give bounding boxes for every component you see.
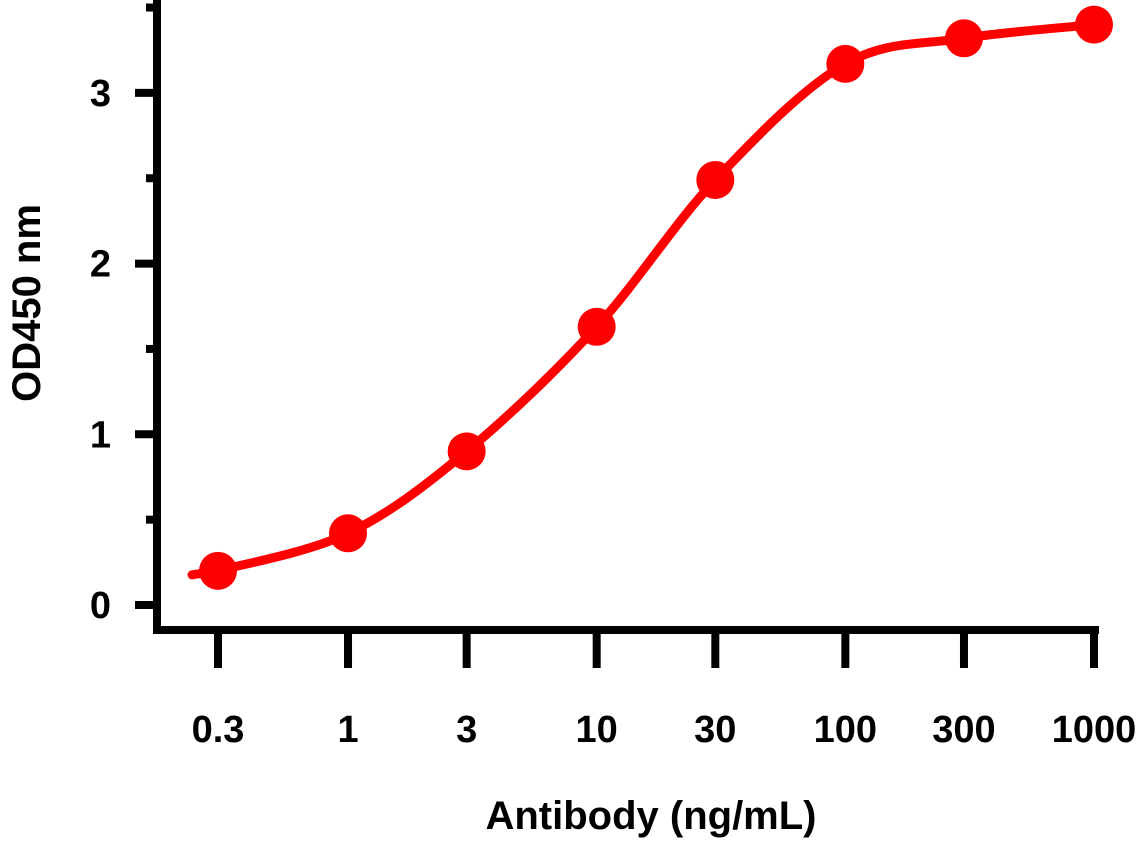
x-tick-label: 0.3 <box>192 709 245 751</box>
x-tick-label: 100 <box>814 709 877 751</box>
x-tick-label: 1 <box>337 709 358 751</box>
y-tick-label: 0 <box>90 585 111 627</box>
x-tick-label: 3 <box>456 709 477 751</box>
x-tick-label: 300 <box>932 709 995 751</box>
data-point <box>329 514 368 553</box>
data-point <box>944 19 983 58</box>
series-layer <box>187 5 1113 590</box>
y-ticks: 0 1 2 3 <box>90 3 157 627</box>
x-tick-label: 30 <box>694 709 736 751</box>
data-point <box>447 432 486 471</box>
y-axis-title: OD450 nm <box>5 204 49 402</box>
data-point <box>696 160 735 199</box>
x-axis-title: Antibody (ng/mL) <box>485 794 816 838</box>
data-point <box>826 44 865 83</box>
y-tick-label: 3 <box>90 73 111 115</box>
x-tick-label: 1000 <box>1052 709 1137 751</box>
x-tick-label: 10 <box>576 709 618 751</box>
data-point <box>577 307 616 346</box>
data-point <box>199 551 237 590</box>
series-line <box>187 20 1099 580</box>
data-point <box>1075 5 1113 44</box>
x-ticks: 0.3 1 3 10 30 100 300 1000 <box>192 630 1137 751</box>
y-tick-label: 1 <box>90 414 111 456</box>
axes <box>153 0 1099 634</box>
y-tick-label: 2 <box>90 244 111 286</box>
